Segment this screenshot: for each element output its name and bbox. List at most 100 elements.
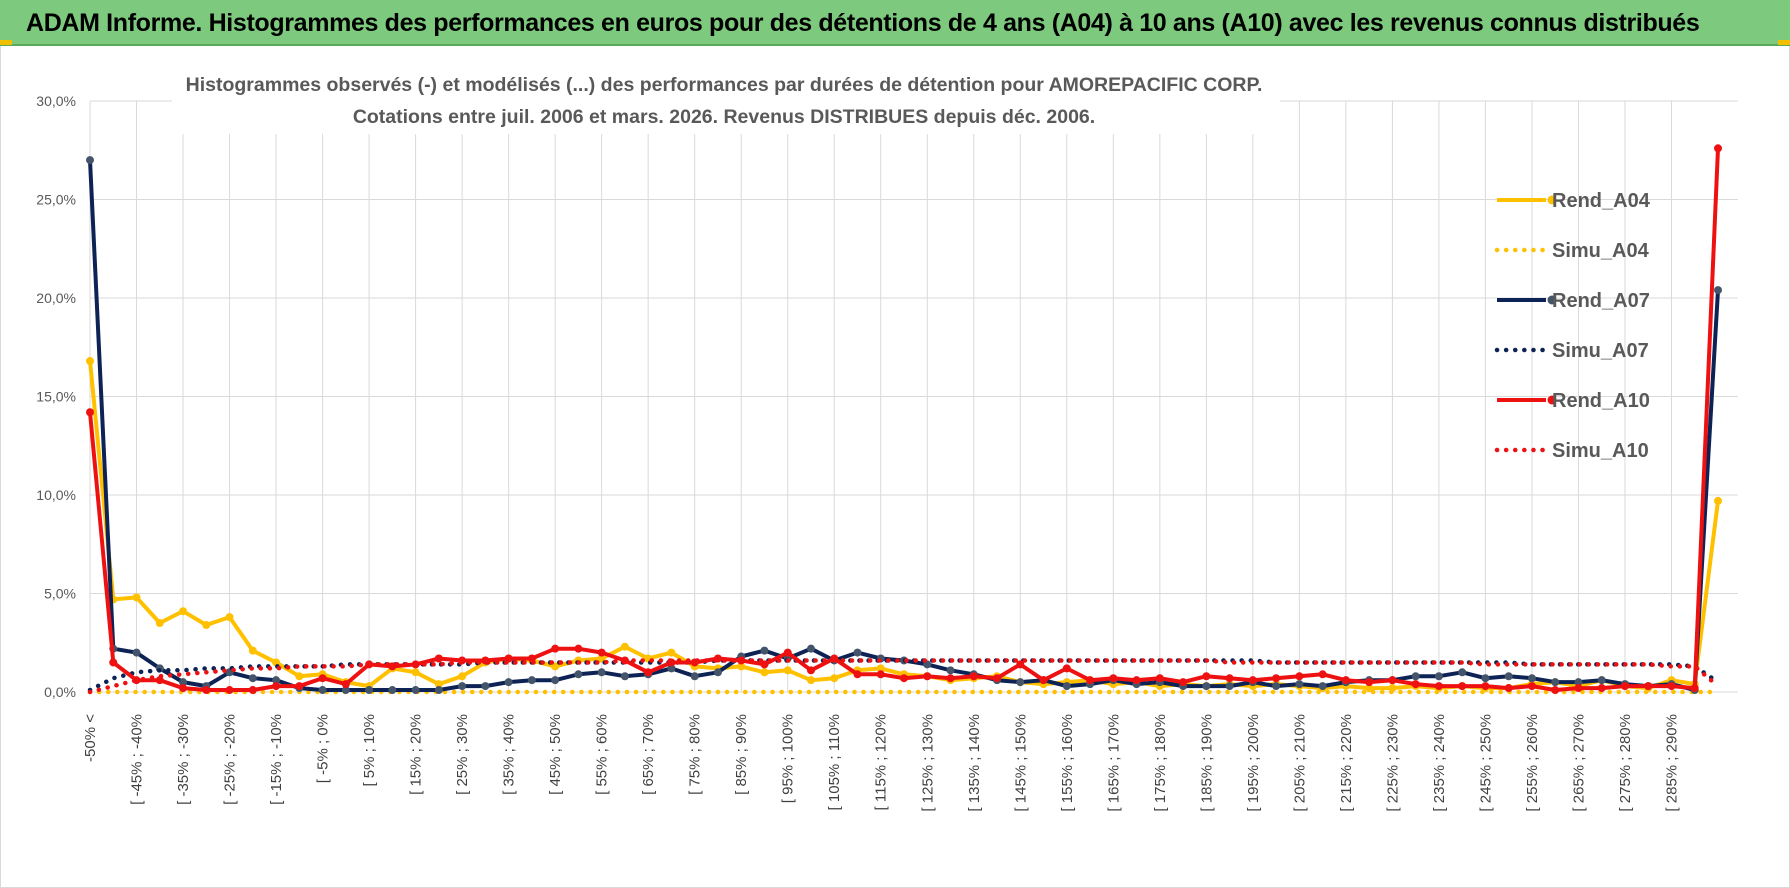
data-point-rend-a07 (458, 682, 467, 691)
data-point-rend-a07 (86, 156, 94, 165)
data-point-rend-a10 (1341, 676, 1350, 685)
grid-lines (89, 100, 1738, 693)
data-point-rend-a07 (1458, 668, 1467, 677)
data-point-rend-a10 (1086, 676, 1095, 685)
series-line-rend-a07 (88, 160, 1720, 692)
data-point-rend-a07 (388, 686, 397, 695)
data-point-rend-a10 (1365, 678, 1374, 687)
x-tick-label: [ 265% ; 270% (1570, 714, 1587, 812)
data-point-rend-a10 (202, 686, 211, 695)
data-point-rend-a07 (1527, 674, 1536, 683)
x-tick-label: [ 35% ; 40% (501, 714, 518, 795)
data-point-rend-a10 (388, 662, 397, 671)
legend-label-simu-a10: Simu_A10 (1552, 440, 1649, 462)
data-point-rend-a10 (900, 674, 908, 683)
x-tick-label: [ 225% ; 230% (1384, 714, 1401, 812)
x-tick-label: [ 275% ; 280% (1617, 714, 1634, 812)
data-point-rend-a07 (341, 686, 350, 695)
data-point-rend-a10 (923, 672, 932, 681)
data-point-rend-a04 (434, 680, 443, 689)
x-tick-label: [ 95% ; 100% (780, 714, 797, 803)
data-point-rend-a10 (1132, 676, 1141, 685)
data-point-rend-a10 (1202, 672, 1211, 681)
data-point-rend-a04 (155, 619, 164, 628)
x-tick-label: [ -5% ; 0% (315, 714, 332, 783)
data-point-rend-a04 (876, 664, 885, 673)
data-point-rend-a07 (527, 676, 536, 685)
report-title: ADAM Informe. Histogrammes des performan… (26, 9, 1700, 37)
legend: Rend_A04 Simu_A04 Rend_A07 Simu_A07 Rend_A10… (1494, 190, 1651, 462)
x-tick-label: [ 85% ; 90% (733, 714, 750, 795)
data-point-rend-a10 (1062, 664, 1071, 673)
data-point-rend-a10 (1714, 144, 1722, 153)
data-point-rend-a10 (806, 666, 815, 675)
y-tick-label: 20,0% (36, 290, 76, 306)
data-point-rend-a07 (620, 672, 629, 681)
data-point-rend-a04 (760, 668, 769, 677)
chart-subtitle: Cotations entre juil. 2006 et mars. 2026… (353, 106, 1095, 128)
data-point-rend-a04 (248, 646, 257, 655)
data-point-rend-a10 (946, 674, 955, 683)
x-tick-label: [ 175% ; 180% (1152, 714, 1169, 812)
x-tick-label: [ 155% ; 160% (1059, 714, 1076, 812)
series-line-rend-a10 (88, 148, 1720, 692)
data-point-rend-a07 (1411, 672, 1420, 681)
data-point-rend-a10 (597, 648, 606, 657)
legend-marker-rend-a10 (1547, 395, 1557, 405)
data-point-rend-a07 (1295, 680, 1304, 689)
data-point-rend-a10 (1551, 686, 1560, 695)
corner-mark-left (0, 40, 12, 45)
data-point-rend-a10 (1690, 684, 1699, 693)
data-point-rend-a07 (713, 668, 722, 677)
data-point-rend-a07 (318, 686, 327, 695)
data-point-rend-a10 (644, 668, 653, 677)
legend-label-simu-a07: Simu_A07 (1552, 340, 1649, 362)
data-point-rend-a04 (551, 662, 560, 671)
data-point-rend-a04 (295, 672, 304, 681)
data-point-rend-a04 (458, 672, 467, 681)
x-tick-label: [ -15% ; -10% (268, 714, 285, 805)
data-point-rend-a04 (806, 676, 815, 685)
data-point-rend-a07 (1272, 682, 1281, 691)
subtitle-background (172, 66, 1280, 134)
data-point-rend-a10 (1225, 674, 1234, 683)
data-point-rend-a10 (1481, 682, 1490, 691)
data-point-rend-a04 (1714, 496, 1722, 505)
data-point-rend-a10 (1179, 678, 1188, 687)
data-series (86, 144, 1722, 695)
corner-mark-right (1778, 40, 1790, 45)
data-point-rend-a07 (179, 678, 188, 687)
data-point-rend-a04 (1365, 684, 1374, 693)
data-point-rend-a10 (876, 670, 885, 679)
data-point-rend-a10 (1644, 682, 1653, 691)
x-tick-label: [ 255% ; 260% (1524, 714, 1541, 812)
x-tick-label: [ 55% ; 60% (594, 714, 611, 795)
x-tick-label: [ 65% ; 70% (640, 714, 657, 795)
data-point-rend-a04 (202, 621, 211, 630)
data-point-rend-a07 (853, 648, 862, 657)
data-point-rend-a10 (1597, 684, 1606, 693)
data-point-rend-a10 (760, 660, 769, 669)
data-point-rend-a10 (1388, 676, 1397, 685)
data-point-rend-a10 (1318, 670, 1327, 679)
data-point-rend-a07 (667, 664, 676, 673)
data-point-rend-a10 (341, 680, 350, 689)
legend-label-rend-a10: Rend_A10 (1552, 390, 1650, 412)
x-tick-label: [ 135% ; 140% (966, 714, 983, 812)
y-tick-label: 15,0% (36, 389, 76, 405)
x-tick-label: [ 235% ; 240% (1431, 714, 1448, 812)
data-point-rend-a07 (1551, 678, 1560, 687)
data-point-rend-a10 (1504, 684, 1513, 693)
data-point-rend-a07 (1597, 676, 1606, 685)
data-point-rend-a04 (132, 593, 141, 602)
data-point-rend-a07 (434, 686, 443, 695)
data-point-rend-a04 (225, 613, 234, 622)
y-tick-label: 25,0% (36, 192, 76, 208)
data-point-rend-a10 (179, 684, 188, 693)
data-point-rend-a10 (574, 644, 583, 653)
data-point-rend-a04 (783, 666, 792, 675)
data-point-rend-a07 (574, 670, 583, 679)
data-point-rend-a10 (109, 658, 118, 667)
legend-label-rend-a04: Rend_A04 (1552, 190, 1651, 212)
data-point-rend-a10 (551, 644, 560, 653)
